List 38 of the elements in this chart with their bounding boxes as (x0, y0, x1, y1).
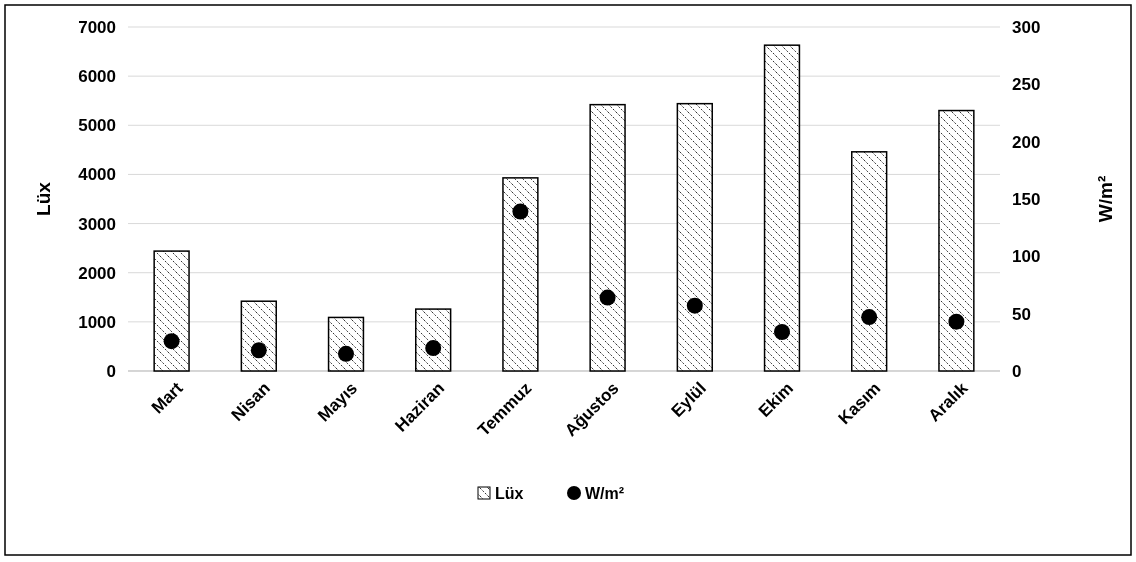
bar (851, 151, 888, 372)
y-tick-label: 0 (106, 361, 116, 381)
point (686, 297, 703, 314)
point (948, 313, 965, 330)
point (338, 345, 354, 362)
bar (327, 316, 365, 372)
y2-axis-title: W/m² (1095, 175, 1116, 223)
y-tick-label: 7000 (78, 17, 116, 37)
y2-tick-label: 100 (1012, 247, 1041, 267)
bar (153, 250, 190, 372)
point (163, 333, 180, 350)
y2-tick-label: 200 (1012, 132, 1041, 152)
y2-tick-label: 300 (1012, 17, 1041, 37)
bar (938, 109, 975, 372)
bar (415, 308, 452, 372)
legend-label: W/m² (585, 484, 625, 502)
y2-tick-label: 0 (1012, 361, 1022, 381)
y2-tick-label: 150 (1012, 189, 1041, 209)
point (250, 342, 267, 359)
y-tick-label: 3000 (78, 214, 116, 234)
bar (502, 177, 539, 372)
y-tick-label: 4000 (78, 165, 116, 185)
bar (589, 103, 626, 372)
y-tick-label: 1000 (78, 312, 116, 332)
legend-label: Lüx (495, 484, 524, 502)
y-tick-label: 6000 (78, 67, 116, 87)
point (774, 324, 790, 341)
y2-tick-label: 250 (1012, 75, 1041, 95)
y-axis-title: Lüx (33, 181, 54, 216)
bar (763, 44, 801, 372)
bar (240, 300, 277, 372)
y-tick-label: 5000 (78, 116, 116, 136)
y2-tick-label: 50 (1012, 304, 1031, 324)
y-tick-label: 2000 (78, 263, 116, 283)
point (599, 289, 616, 306)
point (512, 203, 529, 220)
bar (676, 102, 713, 372)
point (861, 309, 878, 326)
